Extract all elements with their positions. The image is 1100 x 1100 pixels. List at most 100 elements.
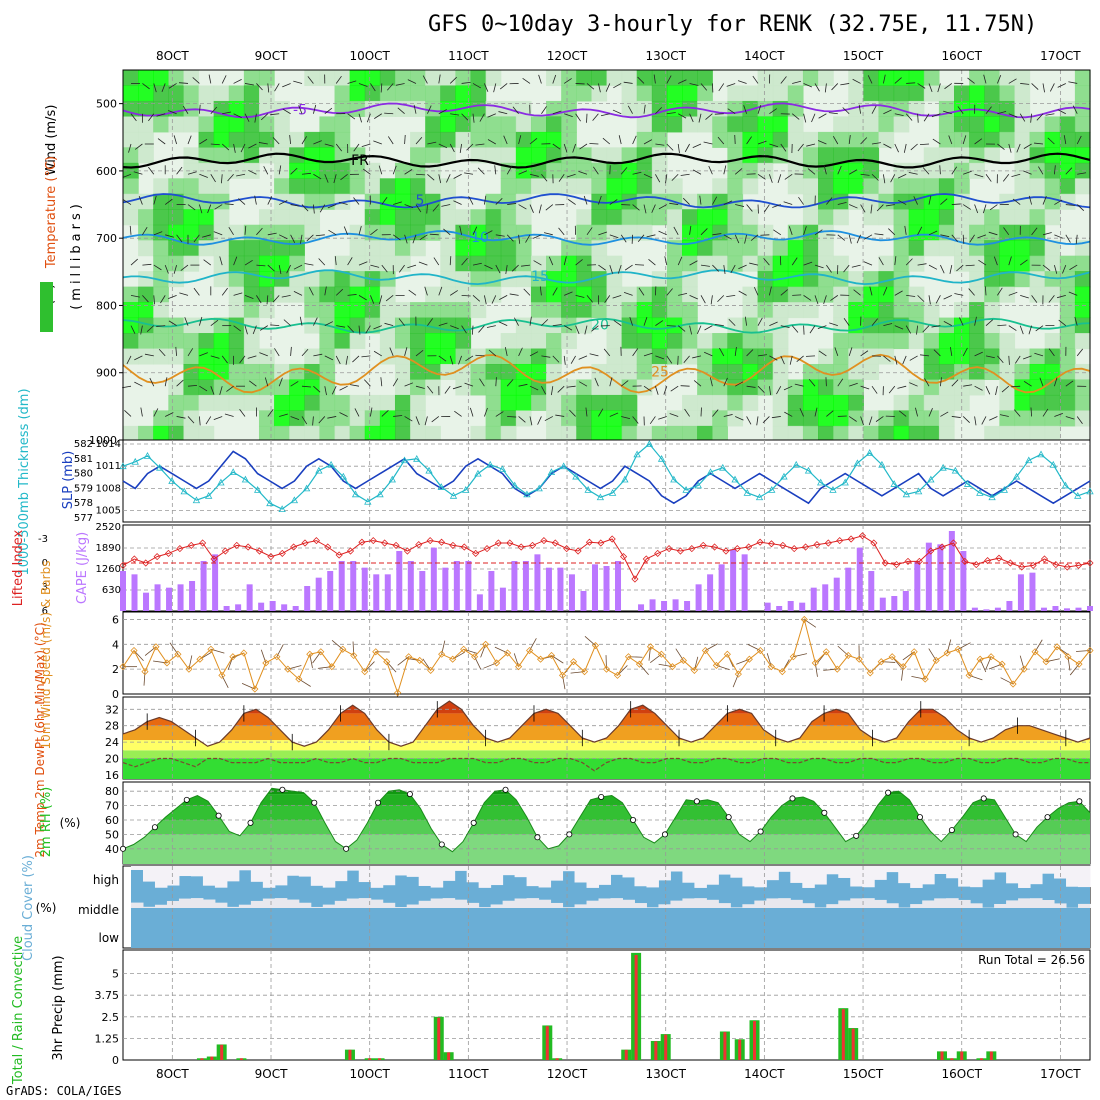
wind-barb	[837, 201, 847, 205]
rh-cell	[561, 178, 577, 195]
rh-cell	[440, 348, 457, 365]
thickness-tick-label: 577	[74, 513, 93, 524]
cloud-high-gap	[826, 866, 839, 875]
rh-cell	[500, 363, 517, 380]
rh-cell	[1044, 193, 1061, 210]
wind-barb	[548, 256, 554, 266]
wind-barb	[814, 295, 819, 305]
rh-cell	[243, 100, 260, 117]
cloud-mid-gap	[490, 904, 504, 908]
rh-cell	[455, 131, 472, 148]
wind-barb	[693, 380, 702, 387]
wind-barb	[438, 74, 441, 84]
rh-cell	[863, 209, 880, 226]
temp-tick-label: 32	[105, 703, 119, 716]
wind-barb	[1054, 199, 1063, 205]
rh-cell	[213, 131, 230, 148]
rh-cell	[410, 348, 426, 365]
rh-cell	[138, 209, 154, 226]
wind-barb	[784, 411, 793, 417]
cape-bar	[1087, 606, 1093, 611]
cloud-high-gap	[994, 866, 1007, 873]
thickness-point	[290, 496, 299, 504]
wind-barb	[871, 173, 879, 181]
wind-barb	[221, 287, 228, 296]
rh-cell	[999, 363, 1016, 380]
wind-barb	[864, 234, 873, 240]
rh-cell	[319, 271, 336, 288]
wind-barb	[541, 106, 547, 114]
lifted-index-point	[1063, 563, 1071, 571]
rh-cell	[364, 286, 381, 303]
rh-cell	[772, 85, 789, 102]
wind-barb	[807, 168, 816, 175]
cape-bar	[638, 604, 645, 611]
wind-barb	[744, 316, 747, 326]
wind-barb	[917, 295, 925, 302]
wind-barb	[205, 416, 212, 425]
cloud-mid-gap	[322, 904, 336, 908]
wind-speed-point	[141, 668, 149, 676]
rh-cell	[742, 116, 759, 133]
rh-cell	[606, 317, 623, 334]
thickness-point	[988, 493, 996, 501]
wind-barb	[124, 410, 132, 417]
wind-barb	[518, 383, 528, 387]
wind-barb	[438, 355, 447, 362]
rh-cell	[440, 178, 457, 195]
wind-barb	[1019, 113, 1026, 122]
cloud-mid-gap	[346, 898, 360, 908]
rh-cell	[606, 425, 623, 442]
thickness-point	[156, 463, 164, 471]
rh-cell	[712, 348, 728, 365]
rh-cell	[1074, 178, 1091, 195]
thickness-point	[963, 480, 972, 487]
wind-speed-point	[998, 660, 1006, 668]
rh-cell	[394, 255, 411, 272]
convective-bar	[447, 1052, 451, 1060]
lifted-index-point	[665, 545, 673, 553]
wind-barb	[458, 355, 462, 365]
wind-barb	[579, 381, 588, 387]
rh-cell	[893, 178, 910, 195]
wind-speed-point	[317, 648, 325, 656]
wind-barb	[427, 105, 432, 114]
wind-barb	[529, 204, 534, 213]
rh-cell	[394, 162, 411, 179]
rh-cell	[470, 224, 487, 241]
rh-cell	[364, 240, 381, 257]
wind-barb	[586, 295, 593, 303]
rh-cell	[833, 363, 849, 380]
wind-barb	[791, 257, 798, 266]
wind-barb	[743, 105, 747, 114]
cape-bar	[373, 574, 380, 611]
rh-cell	[606, 224, 623, 241]
rh-cell	[1029, 147, 1046, 164]
rh-cell	[742, 131, 759, 148]
wind-barb	[279, 234, 288, 240]
cloud-high-gap	[298, 866, 312, 877]
wind-barb	[479, 113, 485, 122]
wind-barb	[415, 204, 422, 213]
lifted-index-point	[938, 543, 946, 551]
wind-barb	[518, 347, 523, 357]
wind-barb	[370, 264, 380, 268]
rh-cell	[848, 379, 864, 396]
cloud-high-gap	[190, 866, 204, 877]
rh-cell	[742, 85, 759, 102]
wind-barb	[552, 74, 557, 84]
rh-cell	[168, 394, 185, 411]
rh-cell	[1059, 394, 1076, 411]
wind-barb	[791, 113, 800, 120]
wind-barb	[598, 264, 607, 271]
wind-barb	[586, 83, 595, 90]
rh-cell	[908, 379, 925, 396]
rh-cell	[984, 348, 1000, 365]
lifted-tick-label: 6	[42, 606, 48, 617]
wind-barb	[609, 264, 613, 274]
convective-bar	[220, 1044, 224, 1060]
wind-barb	[518, 234, 521, 244]
cape-tick-label: 1260	[96, 564, 121, 575]
lifted-index-point	[290, 543, 298, 551]
rh-cell	[304, 209, 321, 226]
